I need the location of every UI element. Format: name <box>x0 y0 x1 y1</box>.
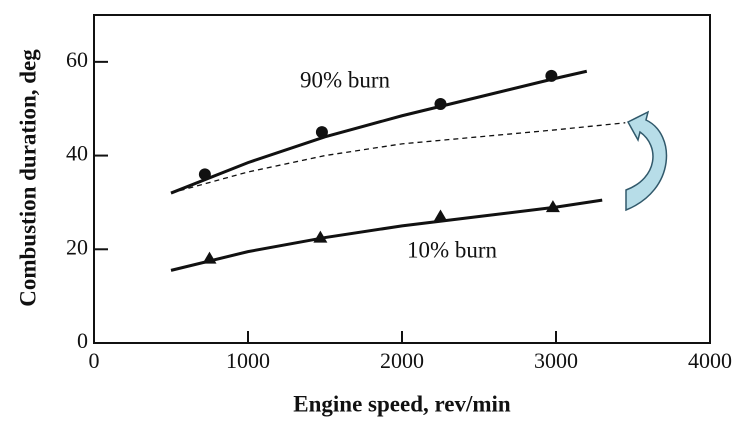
x-axis-title: Engine speed, rev/min <box>293 391 511 416</box>
fit-curve <box>170 198 603 272</box>
dashed-curve <box>170 122 626 194</box>
triangle-marker <box>433 209 448 222</box>
y-axis-title: Combustion duration, deg <box>15 49 40 307</box>
triangle-marker <box>202 251 217 264</box>
y-tick-label: 40 <box>66 141 88 166</box>
x-tick-label: 3000 <box>534 348 578 373</box>
y-tick-label: 60 <box>66 47 88 72</box>
x-tick-label: 1000 <box>226 348 270 373</box>
series-label: 10% burn <box>407 237 498 262</box>
plot-frame <box>93 14 711 344</box>
triangle-marker <box>313 230 328 243</box>
series-label: 90% burn <box>300 67 391 92</box>
circle-marker <box>434 98 447 111</box>
y-tick-label: 0 <box>77 328 88 353</box>
circle-marker <box>315 126 328 139</box>
triangle-marker <box>545 200 560 213</box>
circle-marker <box>545 69 558 82</box>
circle-marker <box>198 168 211 181</box>
arrow-icon <box>625 110 668 212</box>
x-tick-label: 2000 <box>380 348 424 373</box>
x-tick-label: 4000 <box>688 348 732 373</box>
y-tick-label: 20 <box>66 234 88 259</box>
x-tick-label: 0 <box>89 348 100 373</box>
